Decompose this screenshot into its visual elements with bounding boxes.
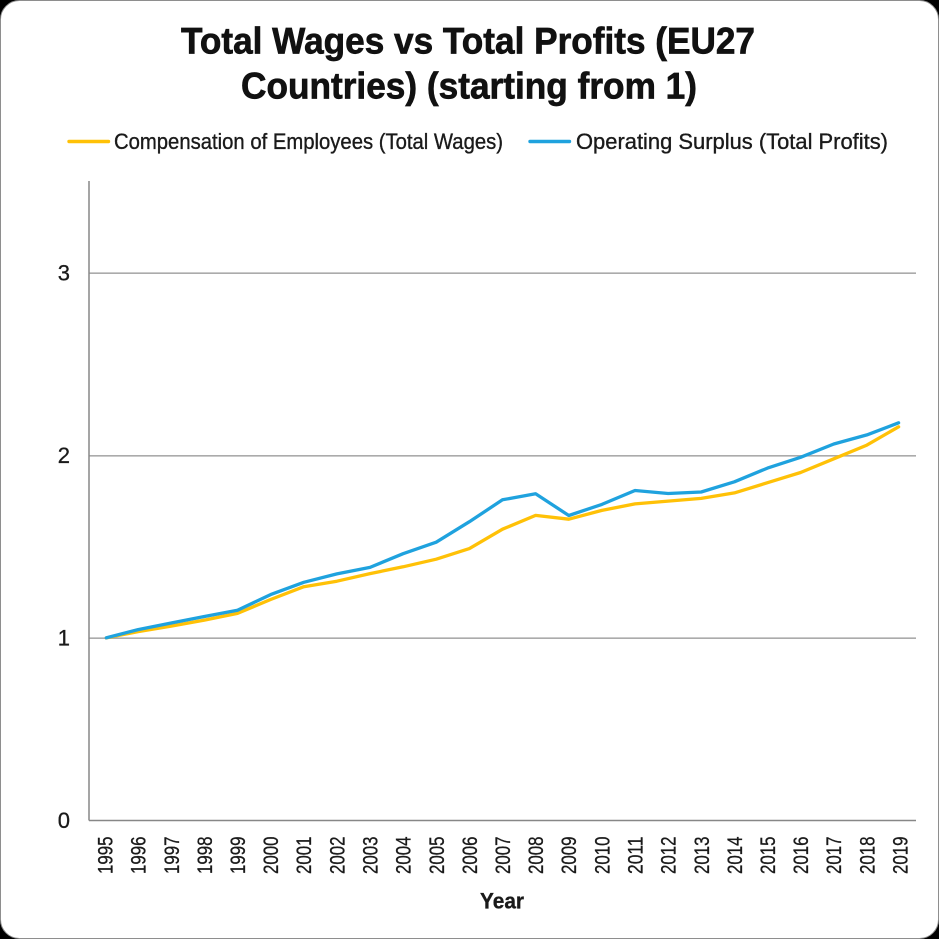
svg-text:2007: 2007 — [491, 837, 515, 875]
svg-text:2017: 2017 — [822, 837, 846, 875]
svg-text:2006: 2006 — [458, 836, 482, 874]
svg-text:2010: 2010 — [590, 836, 614, 874]
svg-text:Countries) (starting from 1): Countries) (starting from 1) — [241, 65, 697, 107]
svg-text:2: 2 — [58, 443, 70, 468]
svg-text:Compensation of Employees (Tot: Compensation of Employees (Total Wages) — [114, 129, 503, 154]
svg-text:Year: Year — [480, 889, 524, 914]
svg-text:Total Wages vs Total Profits (: Total Wages vs Total Profits (EU27 — [181, 20, 755, 62]
svg-text:1998: 1998 — [193, 836, 217, 874]
svg-text:2002: 2002 — [325, 837, 349, 875]
svg-text:2016: 2016 — [789, 836, 813, 874]
svg-text:0: 0 — [58, 808, 70, 833]
svg-text:2012: 2012 — [657, 837, 681, 875]
svg-text:2004: 2004 — [392, 836, 416, 874]
svg-text:1995: 1995 — [94, 836, 118, 874]
svg-text:1996: 1996 — [127, 836, 151, 874]
svg-text:2005: 2005 — [425, 836, 449, 874]
svg-text:Operating Surplus (Total Profi: Operating Surplus (Total Profits) — [576, 129, 888, 154]
svg-text:2011: 2011 — [624, 837, 648, 875]
svg-text:2003: 2003 — [359, 836, 383, 874]
svg-text:1997: 1997 — [160, 837, 184, 875]
svg-text:3: 3 — [58, 261, 70, 286]
svg-text:2009: 2009 — [557, 837, 581, 875]
svg-text:2000: 2000 — [259, 836, 283, 874]
svg-text:2008: 2008 — [524, 836, 548, 874]
svg-text:2001: 2001 — [292, 837, 316, 875]
svg-text:2015: 2015 — [756, 836, 780, 874]
svg-text:1: 1 — [58, 626, 70, 651]
svg-text:2018: 2018 — [855, 836, 879, 874]
svg-text:2014: 2014 — [723, 836, 747, 874]
svg-text:2019: 2019 — [889, 837, 913, 875]
svg-text:2013: 2013 — [690, 836, 714, 874]
svg-text:1999: 1999 — [226, 837, 250, 875]
